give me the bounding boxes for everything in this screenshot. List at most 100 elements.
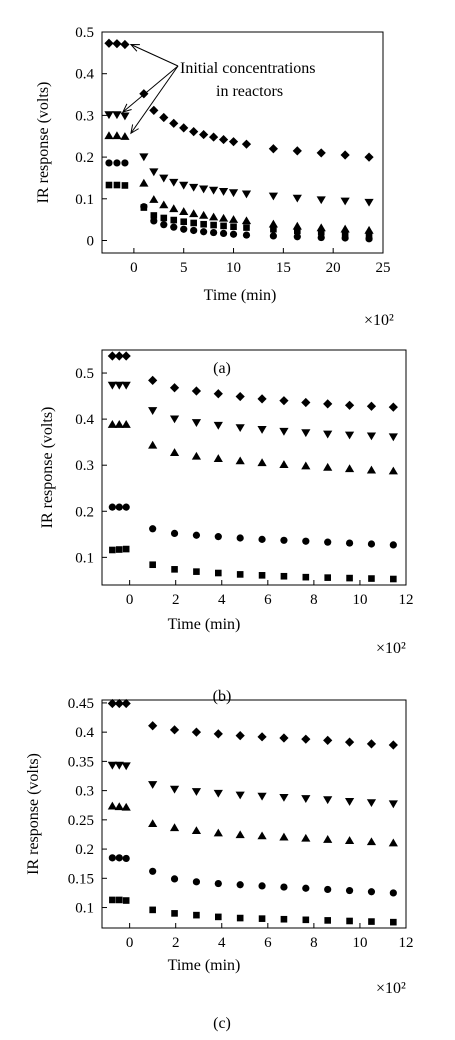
data-point-square [302, 573, 310, 581]
data-point-triangle-down [169, 785, 180, 794]
x-tick-label: 6 [264, 935, 272, 951]
data-point-circle [389, 541, 397, 549]
data-point-triangle-down [121, 381, 131, 390]
data-point-triangle-up [257, 458, 267, 467]
y-tick-label: 0.5 [75, 366, 94, 382]
data-point-circle [190, 226, 198, 235]
y-tick-label: 0.15 [68, 871, 94, 887]
data-point-circle [192, 531, 201, 539]
data-point-square [365, 231, 373, 238]
annotation-arrow [122, 65, 179, 113]
data-point-circle [122, 503, 130, 511]
data-point-circle [200, 228, 208, 236]
data-point-triangle-up [148, 440, 158, 449]
data-point-triangle-up [149, 195, 159, 203]
x-tick-label: 12 [399, 935, 414, 951]
data-point-circle [367, 540, 376, 548]
data-point-triangle-up [107, 801, 117, 810]
series-square [105, 181, 373, 238]
data-point-diamond [279, 733, 289, 743]
data-point-diamond [191, 727, 202, 737]
data-point-circle [122, 854, 130, 863]
data-point-triangle-up [191, 826, 202, 835]
data-point-square [180, 218, 188, 226]
data-point-circle [214, 533, 222, 541]
data-point-triangle-up [169, 823, 180, 832]
data-point-triangle-down [292, 194, 302, 203]
data-point-square [230, 223, 237, 231]
data-point-circle [269, 232, 277, 240]
data-point-square [220, 222, 227, 230]
data-point-diamond [191, 386, 202, 396]
y-tick-label: 0.5 [75, 25, 94, 41]
series-triangle-down [107, 381, 398, 442]
data-point-circle [258, 882, 266, 890]
data-point-triangle-down [279, 427, 289, 436]
data-point-triangle-up [114, 802, 124, 811]
data-point-square [109, 896, 116, 904]
data-point-circle [302, 884, 310, 892]
data-point-diamond [323, 399, 333, 409]
data-point-circle [170, 529, 179, 537]
data-point-triangle-down [169, 178, 179, 187]
data-point-diamond [228, 137, 239, 147]
series-diamond [104, 38, 374, 162]
y-tick-label: 0.4 [75, 412, 94, 428]
data-point-square [121, 182, 129, 189]
data-point-triangle-up [323, 834, 333, 843]
data-point-triangle-down [107, 761, 117, 770]
x-tick-label: 5 [180, 260, 188, 276]
data-point-diamond [114, 698, 124, 709]
data-point-triangle-up [301, 833, 311, 842]
data-point-triangle-down [344, 431, 355, 440]
data-point-diamond [388, 402, 398, 412]
data-point-circle [149, 867, 157, 875]
y-tick-label: 0.3 [75, 108, 94, 124]
data-point-triangle-down [149, 168, 159, 177]
data-point-triangle-down [364, 198, 374, 207]
data-point-triangle-up [344, 464, 355, 473]
plot-frame [101, 31, 384, 254]
x-axis-label: Time (min) [168, 616, 241, 633]
data-point-diamond [257, 394, 267, 404]
data-point-triangle-up [366, 465, 377, 474]
data-point-circle [293, 233, 301, 241]
data-point-square [270, 225, 277, 233]
data-point-triangle-up [228, 215, 239, 223]
data-point-circle [236, 881, 244, 889]
data-point-circle [210, 228, 218, 237]
data-point-square [236, 571, 244, 578]
data-point-diamond [169, 725, 180, 735]
x-tick-label: 0 [126, 592, 134, 608]
x-multiplier-label: ×10² [364, 312, 394, 329]
data-point-circle [317, 233, 325, 242]
data-point-diamond [213, 389, 223, 399]
panel-label: (a) [213, 360, 231, 377]
y-tick-label: 0.1 [75, 550, 94, 566]
annotation-line-2: in reactors [216, 83, 283, 100]
data-point-diamond [235, 731, 245, 741]
annotation-arrowhead [130, 124, 139, 135]
data-point-triangle-down [228, 189, 239, 198]
data-point-circle [105, 159, 113, 167]
data-point-square [346, 917, 353, 925]
panel-label: (b) [213, 688, 232, 705]
data-point-triangle-down [213, 789, 223, 798]
data-point-square [215, 569, 222, 577]
y-tick-label: 0.3 [75, 784, 94, 800]
data-point-circle [229, 230, 238, 238]
data-point-triangle-up [344, 836, 355, 844]
data-point-square [236, 914, 244, 922]
data-point-diamond [301, 734, 311, 744]
data-point-diamond [388, 740, 398, 750]
data-point-diamond [189, 127, 199, 137]
data-point-diamond [268, 144, 278, 154]
annotation-arrow [130, 44, 179, 67]
data-point-triangle-down [159, 174, 169, 183]
data-point-square [113, 181, 121, 189]
x-tick-label: 8 [310, 592, 318, 608]
data-point-triangle-down [316, 196, 326, 205]
data-point-circle [219, 229, 228, 238]
data-point-triangle-down [148, 781, 158, 789]
data-point-diamond [316, 148, 326, 158]
